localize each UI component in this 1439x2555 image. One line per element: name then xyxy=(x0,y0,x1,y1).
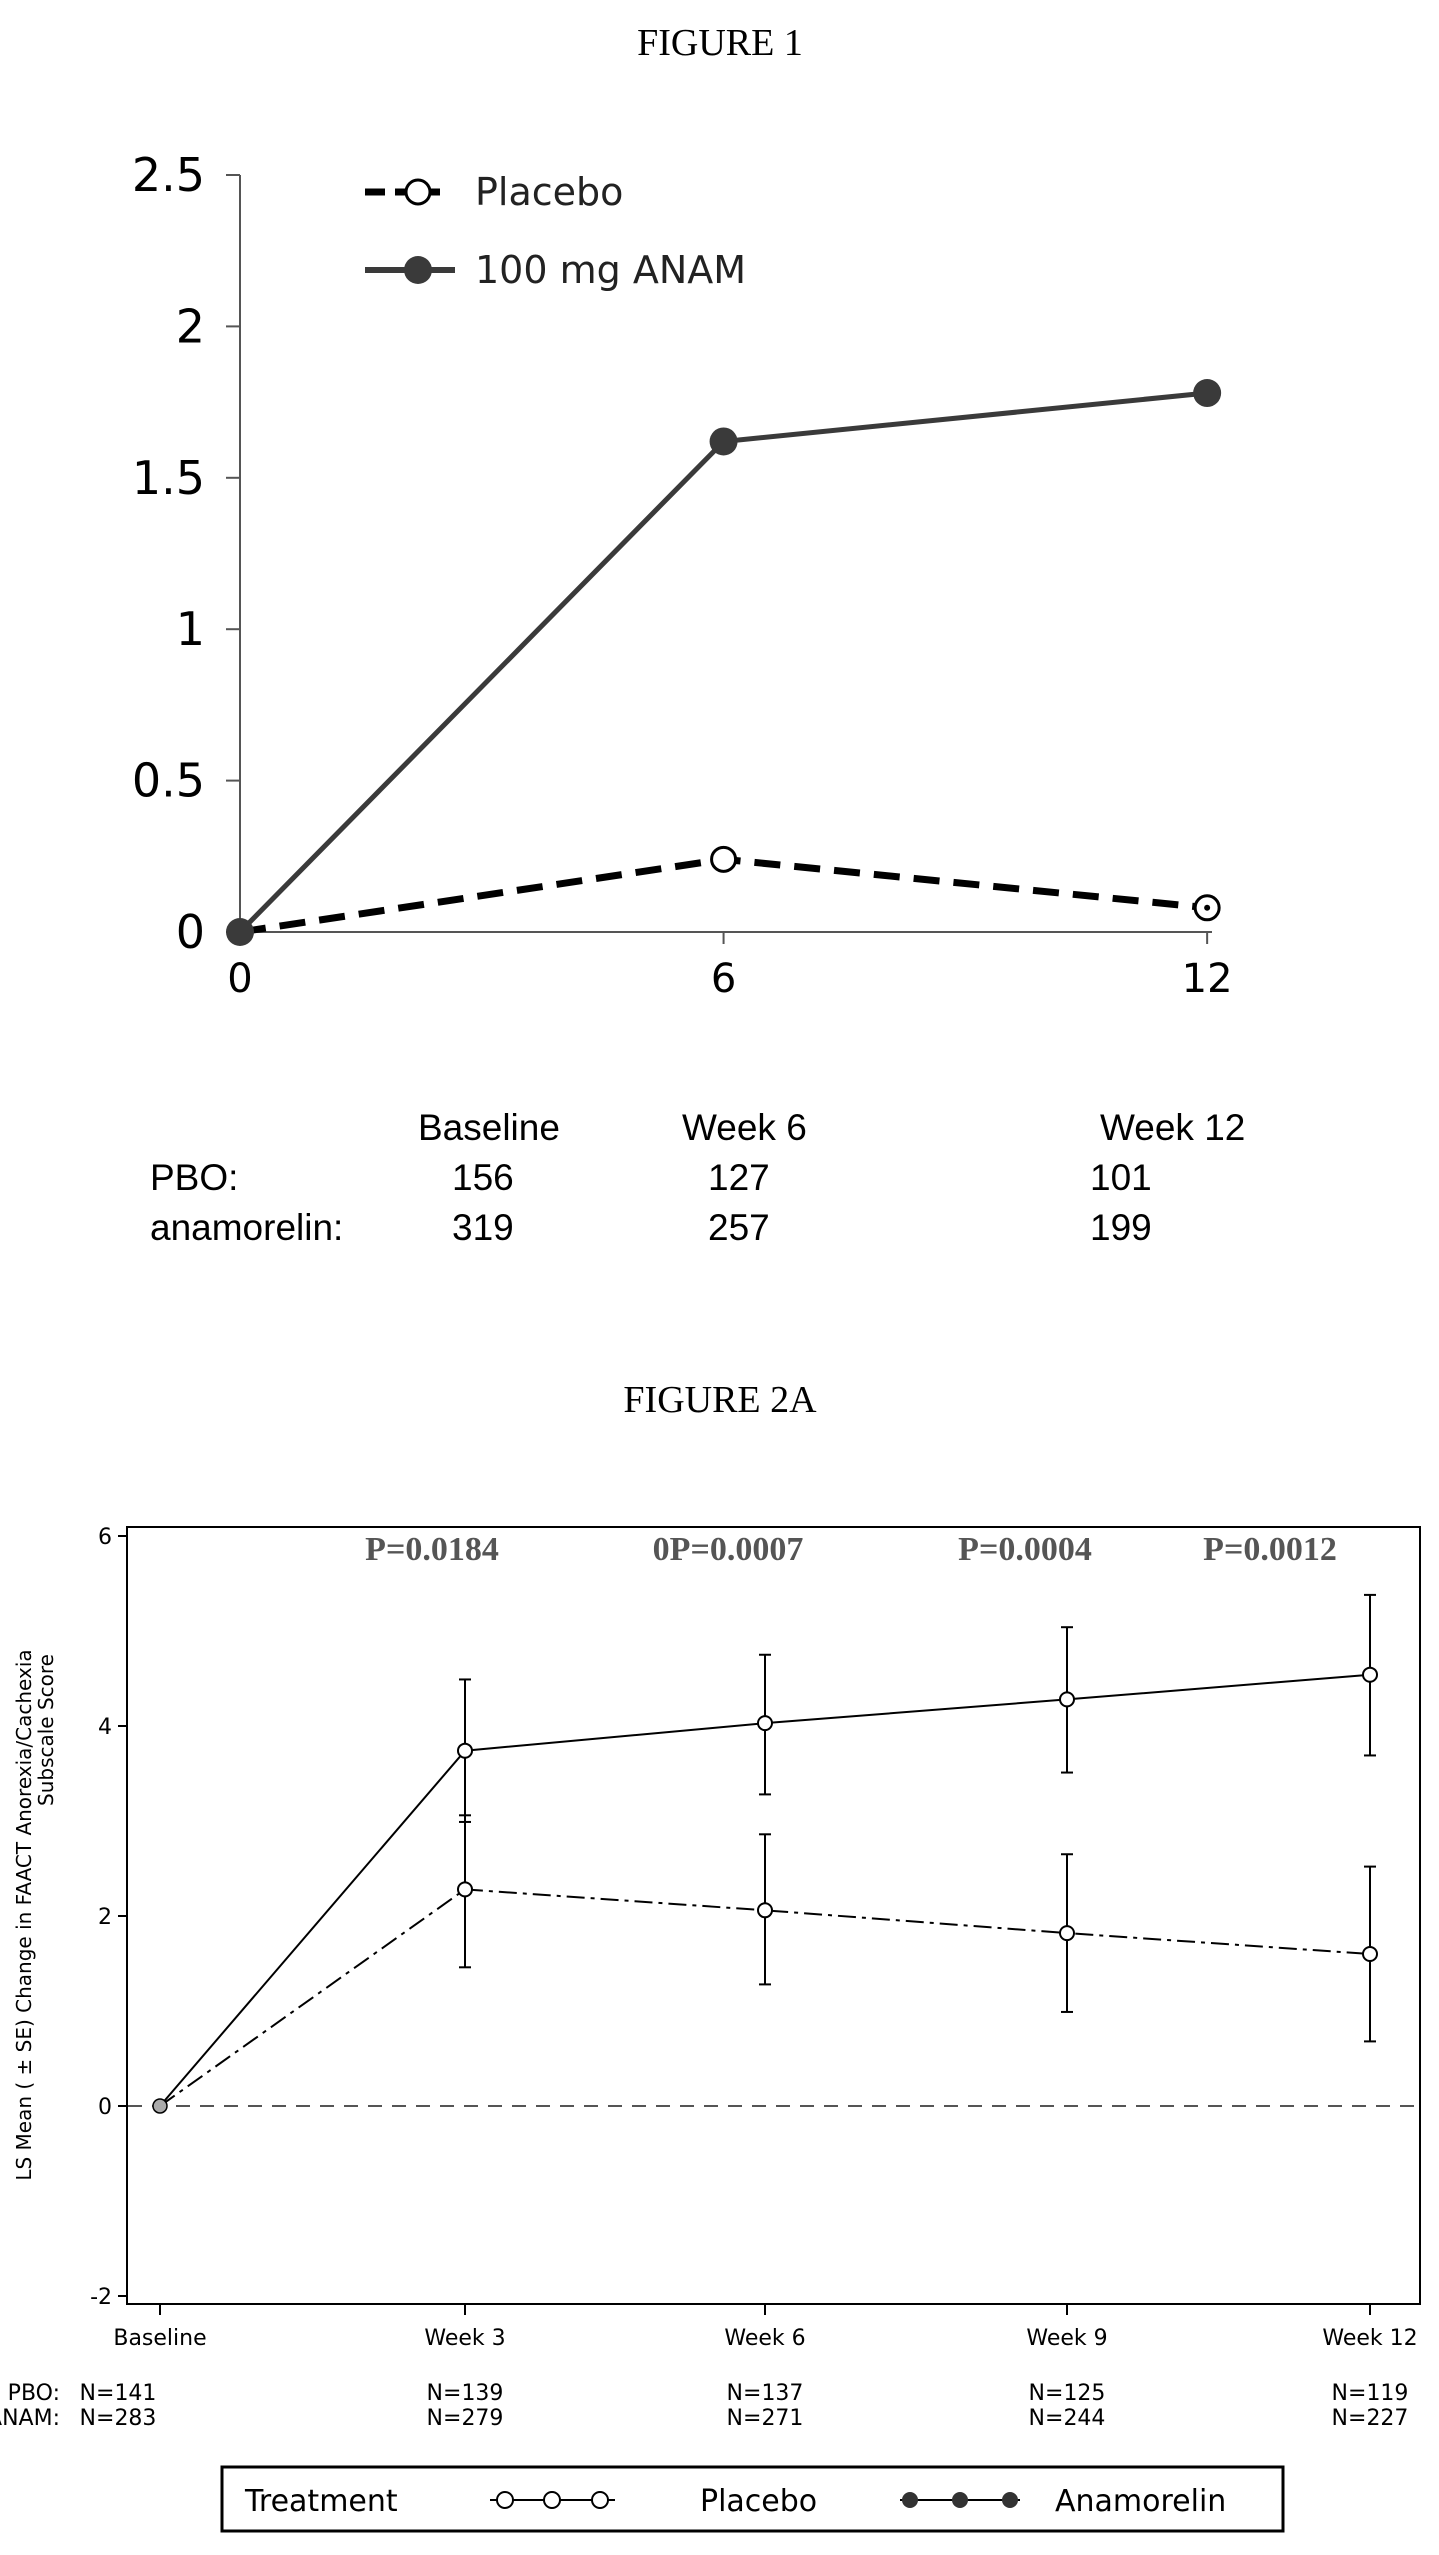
fig1-y-tick-label: 2 xyxy=(176,299,205,353)
fig1-legend: Placebo 100 mg ANAM xyxy=(365,170,746,292)
fig2-point-placebo xyxy=(458,1882,472,1896)
fig1-x-tick-label: 6 xyxy=(711,956,736,1002)
fig2-n-cell: N=119 xyxy=(1332,2381,1409,2406)
fig2-x-tick-label: Week 3 xyxy=(424,2326,505,2351)
fig2-legend-anam-label: Anamorelin xyxy=(1055,2484,1226,2519)
figure2a-heading: FIGURE 2A xyxy=(623,1379,817,1421)
fig2-x-tick-label: Week 9 xyxy=(1026,2326,1107,2351)
fig2-y-tick-label: 2 xyxy=(98,1905,112,1930)
fig1-point-placebo-dot xyxy=(1204,905,1210,911)
fig2-n-cell: N=141 xyxy=(80,2381,157,2406)
fig2-point-anam xyxy=(1363,1668,1377,1682)
fig1-table-cell: 101 xyxy=(1090,1157,1152,1198)
fig2-n-cell: N=279 xyxy=(427,2406,504,2431)
fig1-point-anam xyxy=(226,918,254,946)
fig2-legend-anam-marker xyxy=(902,2492,918,2508)
fig1-legend-anam-marker xyxy=(404,256,432,284)
fig1-table-row-label: PBO: xyxy=(150,1157,238,1198)
fig2-plot-frame xyxy=(127,1527,1420,2304)
fig2-legend-placebo-marker xyxy=(592,2492,608,2508)
fig2-pvalue-week9: P=0.0004 xyxy=(958,1531,1092,1568)
fig2-legend-placebo-marker xyxy=(497,2492,513,2508)
fig2-pvalue-week3: P=0.0184 xyxy=(365,1531,499,1568)
figure1-chart: 0 0.5 1 1.5 2 2.5 0 6 12 Placebo 100 mg ANAM xyxy=(132,148,1233,1002)
fig2-n-table: PBO: ANAM: N=141 N=139 N=137 N=125 N=119 N=28… xyxy=(0,2381,1408,2431)
fig1-x-tick-label: 12 xyxy=(1182,956,1233,1002)
fig2-pvalue-week6: 0P=0.0007 xyxy=(653,1531,804,1568)
fig2-ylabel-line1: LS Mean ( ± SE) Change in FAACT Anorexia… xyxy=(12,1649,36,2180)
fig1-point-placebo xyxy=(712,847,736,871)
fig1-x-tick-label: 0 xyxy=(227,956,252,1002)
fig2-legend-anam-marker xyxy=(952,2492,968,2508)
fig2-n-cell: N=244 xyxy=(1029,2406,1106,2431)
fig1-point-anam xyxy=(1193,379,1221,407)
fig1-table-row-label: anamorelin: xyxy=(150,1207,343,1248)
fig2-y-tick-label: 4 xyxy=(98,1715,112,1740)
fig2-point-placebo xyxy=(1060,1926,1074,1940)
fig2-legend-title: Treatment xyxy=(244,2484,398,2519)
fig2-x-tick-label: Baseline xyxy=(113,2326,206,2351)
fig1-table-cell: 199 xyxy=(1090,1207,1152,1248)
fig2-point-anam xyxy=(1060,1692,1074,1706)
fig1-point-anam xyxy=(710,427,738,455)
fig2-n-row-label: ANAM: xyxy=(0,2406,60,2431)
fig2-n-row-label: PBO: xyxy=(8,2381,60,2406)
fig1-n-table: Baseline Week 6 Week 12 PBO: 156 127 101… xyxy=(150,1107,1245,1248)
figure1-heading: FIGURE 1 xyxy=(637,22,803,64)
fig2-n-cell: N=283 xyxy=(80,2406,157,2431)
fig1-y-tick-label: 1 xyxy=(176,602,205,656)
fig2-x-tick-label: Week 6 xyxy=(724,2326,805,2351)
fig1-y-tick-label: 0.5 xyxy=(132,754,205,808)
fig1-y-tick-label: 1.5 xyxy=(132,451,205,505)
fig2-point-baseline xyxy=(153,2099,167,2113)
fig2-n-cell: N=271 xyxy=(727,2406,804,2431)
fig1-legend-placebo-marker xyxy=(406,180,430,204)
fig2-point-placebo xyxy=(758,1903,772,1917)
fig2-ylabel-line2: Subscale Score xyxy=(34,1654,58,1806)
fig2-n-cell: N=139 xyxy=(427,2381,504,2406)
fig2-point-anam xyxy=(758,1716,772,1730)
fig2-n-cell: N=125 xyxy=(1029,2381,1106,2406)
fig1-table-cell: 156 xyxy=(452,1157,514,1198)
fig1-table-header-baseline: Baseline xyxy=(418,1107,560,1148)
fig2-legend-anam-marker xyxy=(1002,2492,1018,2508)
fig1-table-cell: 127 xyxy=(708,1157,770,1198)
fig1-table-cell: 319 xyxy=(452,1207,514,1248)
fig2-y-tick-label: 6 xyxy=(98,1525,112,1550)
fig2-legend: Treatment Placebo Anamorelin xyxy=(222,2467,1283,2531)
fig1-y-tick-label: 0 xyxy=(176,905,205,959)
fig2-legend-placebo-label: Placebo xyxy=(700,2484,817,2519)
fig2-point-anam xyxy=(458,1744,472,1758)
fig1-y-tick-label: 2.5 xyxy=(132,148,205,202)
fig2-legend-placebo-marker xyxy=(544,2492,560,2508)
fig2-y-tick-label: 0 xyxy=(98,2095,112,2120)
fig2-n-cell: N=137 xyxy=(727,2381,804,2406)
fig2-n-cell: N=227 xyxy=(1332,2406,1409,2431)
fig2-pvalue-week12: P=0.0012 xyxy=(1203,1531,1337,1568)
fig2-point-placebo xyxy=(1363,1947,1377,1961)
fig1-legend-anam-label: 100 mg ANAM xyxy=(475,248,746,292)
fig1-legend-placebo-label: Placebo xyxy=(475,170,623,214)
fig1-table-header-week12: Week 12 xyxy=(1100,1107,1245,1148)
fig2-y-tick-label: -2 xyxy=(90,2285,112,2310)
fig2-x-tick-label: Week 12 xyxy=(1322,2326,1417,2351)
fig1-table-cell: 257 xyxy=(708,1207,770,1248)
fig1-table-header-week6: Week 6 xyxy=(682,1107,807,1148)
figure2a-chart: -2 0 2 4 6 Baseline Week 3 Week 6 Week 9 Week 12… xyxy=(0,1525,1420,2531)
